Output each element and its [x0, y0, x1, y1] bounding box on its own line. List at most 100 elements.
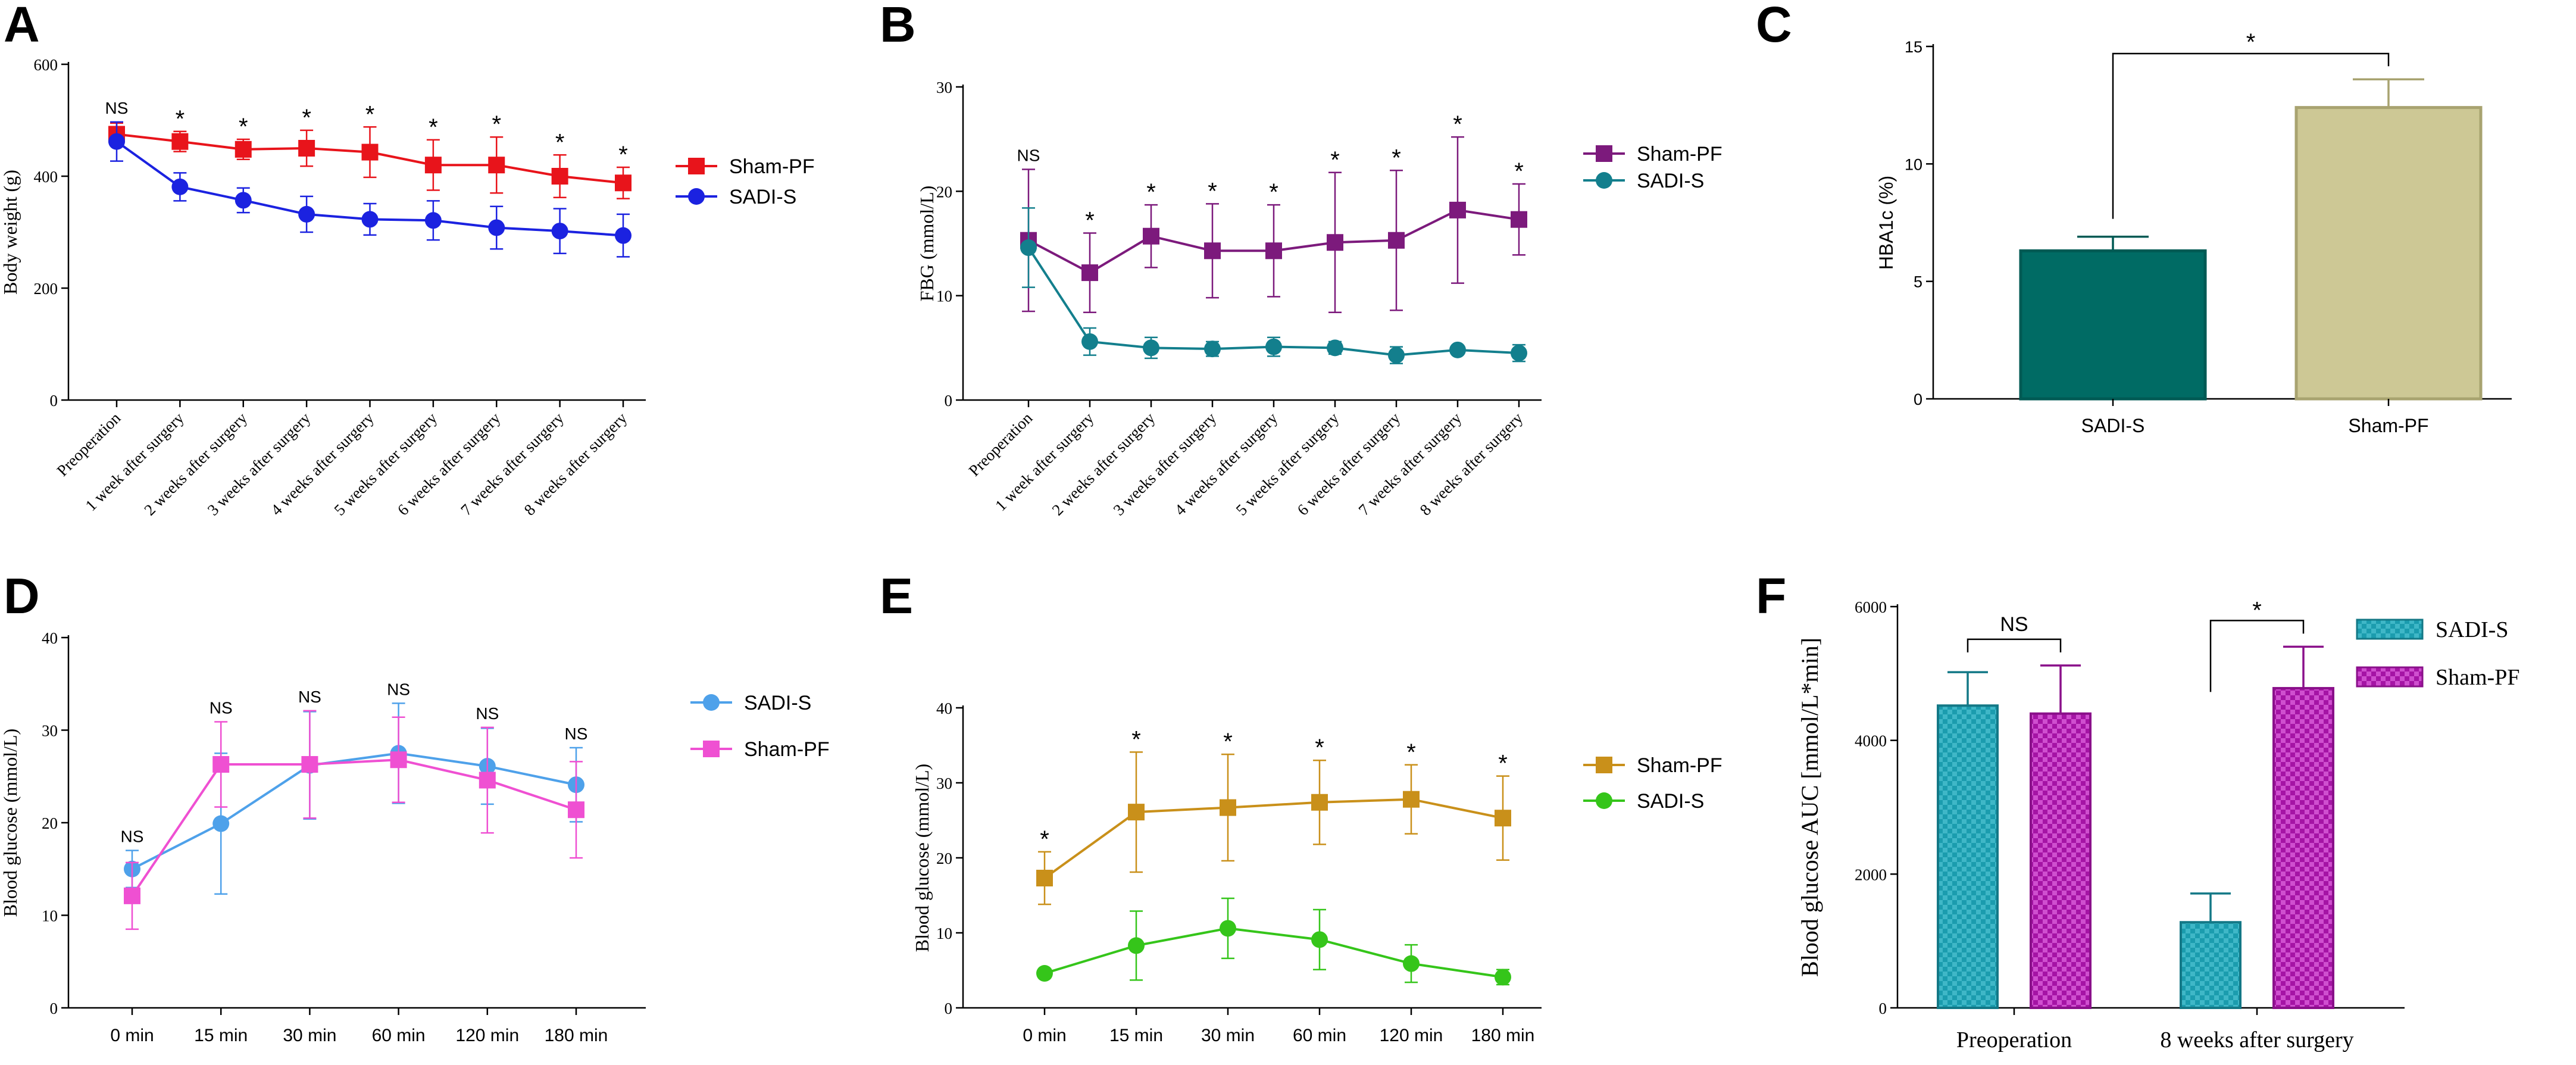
data-point — [488, 157, 505, 174]
data-point — [1081, 264, 1098, 282]
legend-marker — [688, 158, 705, 174]
x-tick-label: Preoperation — [53, 409, 124, 480]
data-point — [108, 133, 125, 150]
panel-label-d: D — [4, 568, 40, 624]
legend-item-sadi-s: SADI-S — [1583, 170, 1704, 192]
significance-label: * — [492, 111, 501, 138]
data-point — [424, 157, 442, 174]
data-point — [1403, 955, 1420, 972]
significance-label: * — [1146, 179, 1156, 205]
data-point — [1388, 346, 1405, 364]
bar-sadi-s — [2019, 249, 2207, 401]
data-point — [1311, 794, 1328, 811]
data-point — [1204, 341, 1221, 358]
x-tick-label: 3 weeks after surgery — [1110, 409, 1220, 519]
significance-label: NS — [121, 827, 144, 846]
y-tick-label: 400 — [34, 168, 58, 186]
data-point — [1143, 339, 1159, 357]
series-sham-pf — [1020, 136, 1527, 313]
legend-marker — [1596, 145, 1612, 162]
significance-label: * — [176, 106, 185, 132]
data-point — [361, 211, 379, 228]
y-tick-label: 15 — [1905, 38, 1922, 56]
legend-label: Sham-PF — [1637, 143, 1722, 165]
data-point — [1311, 931, 1328, 948]
y-tick-label: 0 — [945, 1000, 953, 1017]
significance-bracket — [2112, 52, 2390, 219]
data-point — [1511, 345, 1527, 362]
x-tick-label: 8 weeks after surgery — [521, 409, 631, 519]
significance-bracket — [1967, 638, 2062, 652]
data-point — [568, 801, 584, 819]
y-tick-label: 20 — [936, 183, 952, 201]
legend-swatch — [2356, 619, 2424, 640]
series-sham-pf — [124, 710, 584, 930]
legend-label: Sham-PF — [1637, 754, 1722, 777]
significance-label: NS — [210, 699, 233, 717]
significance-label: * — [302, 105, 311, 131]
legend-swatch — [2356, 666, 2424, 688]
y-tick-label: 10 — [936, 925, 952, 942]
data-point — [171, 133, 189, 150]
legend-item-sham-pf: Sham-PF — [676, 155, 815, 178]
legend-marker — [1596, 792, 1612, 809]
legend-label: Sham-PF — [2436, 665, 2519, 690]
series-sadi-s — [1036, 897, 1511, 986]
data-point — [615, 174, 632, 192]
data-point — [479, 772, 496, 789]
bar-sadi-s — [2180, 921, 2242, 1010]
x-tick-label: 8 weeks after surgery — [2160, 1027, 2353, 1052]
panel-c-hba1c-chart: C 0 5 10 15 HBA1c (%) SADI-S Sham-PF * — [1756, 0, 2512, 436]
y-tick-label: 600 — [34, 56, 58, 74]
x-tick-label: Sham-PF — [2348, 415, 2428, 436]
y-tick-label: 4000 — [1855, 732, 1887, 750]
data-point — [424, 212, 442, 229]
y-tick-label: 0 — [1879, 1000, 1887, 1017]
legend-marker — [1596, 757, 1612, 773]
y-tick-label: 10 — [936, 288, 952, 305]
y-axis-title: Blood glucose AUC [mmol/L*min] — [1796, 638, 1823, 977]
y-tick-label: 6000 — [1855, 598, 1887, 616]
y-tick-label: 0 — [1914, 391, 1922, 408]
series-line — [132, 752, 577, 870]
bar-sham-pf — [2294, 106, 2483, 401]
x-tick-label: 0 min — [110, 1026, 154, 1045]
x-tick-label: SADI-S — [2081, 415, 2145, 436]
panel-d-blood-glucose-chart: D 0 10 20 30 40 Blood glucose (mmol/L) 0 min 15… — [0, 568, 830, 1045]
panel-label-f: F — [1756, 568, 1786, 624]
legend-label: SADI-S — [2436, 617, 2508, 642]
legend-item-sham-pf: Sham-PF — [690, 738, 830, 761]
significance-label: * — [1223, 729, 1233, 755]
legend-marker — [688, 188, 705, 205]
significance-label: * — [1453, 111, 1462, 138]
significance-label: * — [1131, 726, 1141, 752]
y-axis-title: HBA1c (%) — [1875, 176, 1897, 270]
significance-label: * — [1498, 751, 1508, 777]
y-tick-label: 30 — [936, 79, 952, 96]
series-line — [1044, 927, 1503, 979]
x-tick-label: 180 min — [545, 1026, 608, 1045]
y-axis-title: FBG (mmol/L) — [916, 186, 937, 302]
x-tick-label: 120 min — [455, 1026, 519, 1045]
legend-label: Sham-PF — [744, 738, 830, 761]
y-axis-title: Blood glucose (mmol/L) — [911, 764, 933, 952]
data-point — [1403, 791, 1420, 808]
data-point — [1265, 338, 1282, 355]
x-tick-label: 120 min — [1380, 1026, 1443, 1045]
data-point — [488, 219, 505, 236]
data-point — [1020, 239, 1037, 257]
panel-label-e: E — [880, 568, 913, 624]
legend-item-sadi-s: SADI-S — [2356, 617, 2508, 642]
x-tick-label: 8 weeks after surgery — [1417, 409, 1527, 519]
y-tick-label: 2000 — [1855, 866, 1887, 883]
x-tick-label: 180 min — [1471, 1026, 1535, 1045]
panel-f-auc-chart: F 0 2000 4000 6000 Blood glucose AUC [mmol/L… — [1756, 568, 2519, 1052]
series-sadi-s — [1020, 207, 1527, 364]
legend-marker — [703, 741, 720, 757]
x-tick-label: 2 weeks after surgery — [140, 409, 251, 519]
y-axis-title: Blood glucose (mmol/L) — [0, 729, 21, 917]
y-tick-label: 20 — [42, 814, 58, 832]
data-point — [551, 168, 568, 185]
y-tick-label: 0 — [50, 392, 58, 410]
x-tick-label: 15 min — [1109, 1026, 1163, 1045]
